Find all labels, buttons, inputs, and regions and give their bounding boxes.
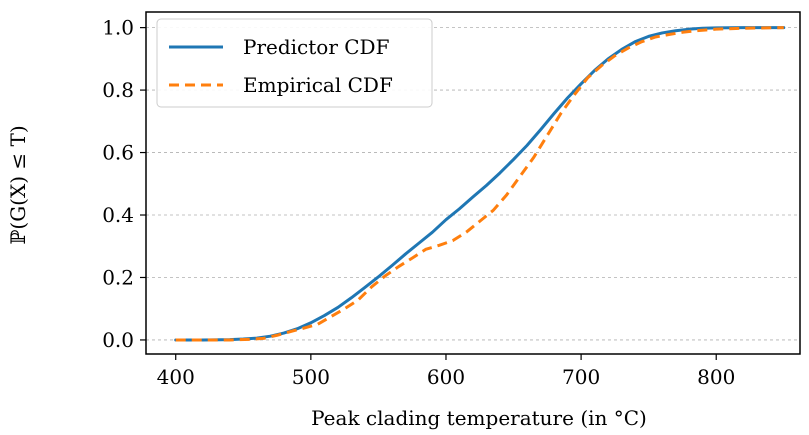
x-tick-label: 600: [427, 365, 465, 389]
series-layer: [174, 26, 786, 342]
legend-predictor-label: Predictor CDF: [243, 35, 390, 59]
y-tick-label: 0.6: [102, 141, 134, 165]
y-tick-label: 0.4: [102, 203, 134, 227]
legend-box: [156, 18, 433, 108]
x-axis-label: Peak clading temperature (in °C): [311, 406, 647, 430]
axes-layer: [145, 11, 801, 355]
x-tick-label: 500: [292, 365, 330, 389]
x-tick-label: 700: [562, 365, 600, 389]
plot-frame: [145, 11, 801, 355]
y-tick-label: 0.0: [102, 328, 134, 352]
legend-empirical-label: Empirical CDF: [243, 73, 393, 97]
y-tick-label: 1.0: [102, 16, 134, 40]
y-axis-label: ℙ(G(X) ≤ T): [6, 125, 30, 244]
y-tick-label: 0.2: [102, 265, 134, 289]
empirical-cdf-line: [175, 26, 784, 342]
ticks-layer: 400 500 600 700 800 0.0 0.2 0.4 0.6 0.8 1.0: [102, 16, 735, 389]
x-tick-label: 800: [697, 365, 735, 389]
legend: Predictor CDF Empirical CDF: [156, 18, 433, 108]
y-tick-label: 0.8: [102, 78, 134, 102]
x-tick-label: 400: [157, 365, 195, 389]
